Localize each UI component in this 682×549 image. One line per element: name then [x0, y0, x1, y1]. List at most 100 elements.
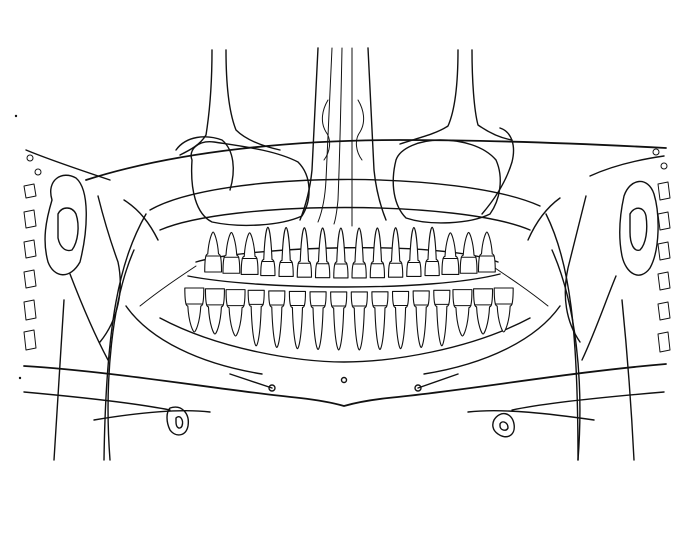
occlusal-plane-lower — [187, 273, 501, 288]
orbit-right — [481, 127, 515, 215]
hyoid-hole-right — [499, 421, 509, 431]
chin-right — [511, 391, 665, 411]
lower-tooth-12 — [412, 290, 430, 348]
upper-tooth-8 — [333, 227, 349, 279]
left-ramus-outer — [97, 195, 121, 343]
lower-tooth-5 — [268, 290, 286, 348]
edge-circle-l2 — [34, 168, 42, 176]
left-styloid — [69, 273, 109, 361]
stray-dot-1 — [14, 114, 18, 118]
edge-circle-r1 — [652, 148, 660, 156]
edge-mark-r4 — [657, 211, 671, 231]
mental-dot-left — [268, 384, 276, 392]
nasal-wall-right — [367, 47, 387, 221]
upper-teeth — [204, 226, 496, 279]
hyoid-left — [93, 410, 211, 421]
left-vertebra-line — [53, 299, 65, 461]
edge-mark-l3 — [23, 183, 37, 199]
upper-tooth-13 — [424, 226, 440, 277]
lower-tooth-8 — [330, 291, 348, 351]
edge-mark-r8 — [657, 331, 671, 353]
edge-mark-l5 — [23, 239, 37, 259]
upper-tooth-1 — [204, 231, 223, 273]
lower-tooth-15 — [473, 288, 494, 335]
pharynx-left — [107, 249, 135, 461]
right-edge-marks — [652, 148, 671, 353]
lower-tooth-10 — [371, 291, 389, 351]
left-edge-marks — [23, 154, 42, 351]
nasal-structures — [299, 47, 387, 227]
zygomatic-pillars — [179, 49, 513, 156]
hyoid-bodies — [166, 406, 515, 438]
mental-foramen-right — [417, 373, 459, 389]
edge-mark-l7 — [23, 299, 37, 321]
upper-tooth-4 — [260, 226, 276, 277]
pillar-left-inner — [225, 49, 281, 151]
mandible — [23, 305, 667, 421]
lower-tooth-14 — [452, 289, 473, 337]
nasal-turbinate-left — [321, 99, 331, 161]
airway-left — [103, 213, 147, 461]
pillar-right-inner — [399, 49, 459, 145]
lower-tooth-11 — [391, 290, 410, 350]
edge-circle-l1 — [26, 154, 34, 162]
upper-tooth-12 — [406, 226, 422, 278]
edge-circle-r2 — [660, 162, 668, 170]
lower-tooth-4 — [247, 289, 265, 347]
mandible-lower-border — [23, 363, 667, 407]
edge-mark-r5 — [657, 241, 671, 261]
lower-tooth-6 — [288, 290, 307, 350]
mental-foramen-left — [229, 373, 273, 389]
left-ramus-inner — [123, 199, 159, 241]
maxillary-sinuses — [175, 127, 515, 227]
lower-tooth-1 — [184, 287, 205, 333]
lower-tooth-13 — [433, 289, 451, 347]
chin-left — [23, 391, 171, 411]
lower-tooth-7 — [309, 291, 327, 351]
hyoid-body-left — [166, 406, 189, 436]
edge-mark-r6 — [657, 271, 671, 291]
upper-tooth-11 — [387, 227, 404, 278]
edge-mark-r7 — [657, 301, 671, 321]
lower-tooth-2 — [204, 288, 225, 335]
pillar-left-outer — [179, 49, 213, 156]
hyoid-hole-left — [175, 416, 184, 429]
left-condyle — [44, 174, 87, 276]
lower-teeth — [184, 287, 514, 351]
menton-dot — [340, 376, 348, 384]
orbit-left — [175, 136, 234, 191]
mandible-canal-left — [125, 305, 263, 375]
left-condyle-inner — [57, 207, 79, 252]
airway-right — [545, 213, 579, 461]
edge-mark-l6 — [23, 269, 37, 289]
upper-tooth-15 — [459, 231, 478, 274]
nasal-septum-2 — [333, 47, 343, 225]
right-ramus-inner — [527, 197, 561, 241]
stray-dot-2 — [18, 376, 22, 380]
hyoid-right — [467, 410, 595, 421]
left-ear-outline — [25, 149, 111, 181]
nasal-turbinate-right — [355, 99, 365, 161]
sinus-left — [190, 141, 310, 227]
lower-tooth-3 — [225, 289, 246, 337]
upper-tooth-10 — [369, 227, 386, 279]
mental-dot-right — [414, 384, 422, 392]
hyoid-body-right — [492, 413, 515, 438]
lower-tooth-16 — [493, 287, 514, 333]
pillar-right-outer — [471, 49, 513, 141]
upper-tooth-7 — [314, 227, 331, 279]
upper-tooth-5 — [278, 226, 294, 278]
upper-tooth-6 — [296, 227, 313, 278]
right-ear-outline — [589, 155, 665, 177]
nasal-wall-left — [299, 47, 319, 221]
right-tmj — [527, 155, 665, 461]
upper-tooth-2 — [222, 231, 241, 274]
right-ramus-outer — [564, 195, 587, 343]
right-condyle-inner — [629, 207, 648, 251]
edge-mark-l8 — [23, 329, 37, 351]
palatal-arch-mid — [159, 206, 531, 231]
lower-tooth-9 — [350, 291, 368, 351]
nasal-septum-1 — [317, 47, 333, 223]
right-condyle — [619, 180, 659, 276]
